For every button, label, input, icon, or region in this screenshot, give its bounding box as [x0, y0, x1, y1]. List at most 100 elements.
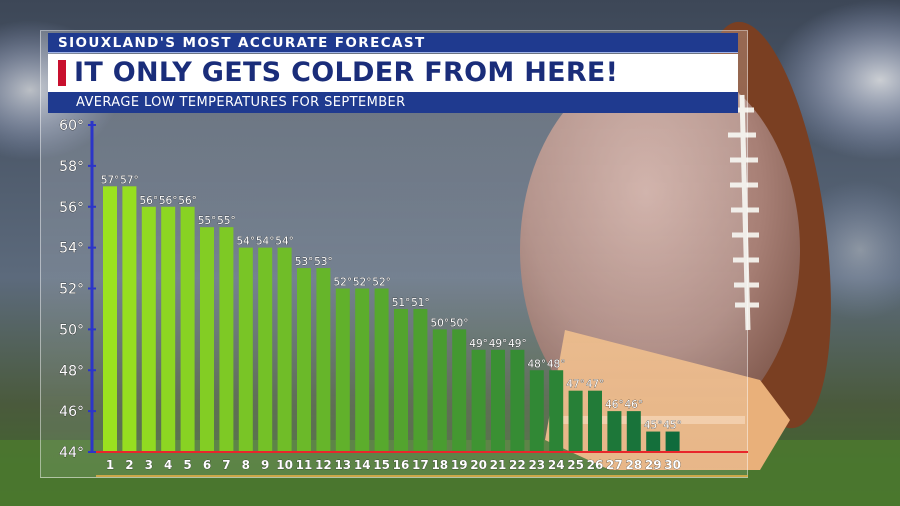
bar	[626, 411, 641, 452]
x-tick-label: 21	[490, 458, 507, 472]
bar	[374, 288, 389, 452]
bar	[141, 206, 156, 452]
bar	[219, 227, 234, 452]
bar	[238, 247, 253, 452]
data-label: 48°	[547, 358, 566, 370]
y-tick-label: 60°	[59, 118, 84, 134]
bar	[432, 329, 447, 452]
bar	[335, 288, 350, 452]
y-tick-label: 48°	[59, 363, 84, 379]
bar	[510, 349, 525, 452]
x-tick-label: 9	[261, 458, 269, 472]
x-tick-label: 15	[373, 458, 390, 472]
x-tick-label: 28	[625, 458, 642, 472]
y-tick-label: 54°	[59, 241, 84, 257]
bar	[665, 431, 680, 452]
data-label: 45°	[663, 420, 682, 432]
x-tick-label: 13	[334, 458, 351, 472]
data-label: 49°	[508, 338, 527, 350]
x-tick-label: 30	[664, 458, 681, 472]
x-tick-label: 3	[145, 458, 153, 472]
x-tick-label: 4	[164, 458, 172, 472]
x-tick-label: 29	[645, 458, 662, 472]
x-tick-label: 12	[315, 458, 332, 472]
football-illustration	[520, 21, 831, 470]
data-label: 56°	[159, 195, 178, 207]
data-label: 47°	[566, 379, 585, 391]
data-label: 52°	[333, 277, 352, 289]
station-kicker: SIOUXLAND'S MOST ACCURATE FORECAST	[48, 33, 738, 53]
x-tick-label: 7	[222, 458, 230, 472]
data-label: 52°	[372, 277, 391, 289]
data-label: 54°	[236, 236, 255, 248]
y-tick-label: 56°	[59, 200, 84, 216]
headline: IT ONLY GETS COLDER FROM HERE!	[48, 54, 738, 92]
data-label: 49°	[489, 338, 508, 350]
bars	[103, 186, 680, 452]
x-tick-label: 2	[125, 458, 133, 472]
bar	[394, 308, 408, 452]
x-tick-label: 8	[242, 458, 250, 472]
y-tick-label: 44°	[59, 445, 84, 461]
data-label: 57°	[101, 174, 120, 186]
data-label: 47°	[586, 379, 605, 391]
bar	[568, 390, 583, 452]
bar	[646, 431, 661, 452]
data-label: 52°	[353, 277, 372, 289]
x-tick-label: 10	[276, 458, 293, 472]
data-label: 56°	[178, 195, 197, 207]
x-axis: 1 2 3 4 5 6 7 8 9 10 11 12 13 14 15 16 17 18 19 20 21 22 23 24 2…	[96, 451, 748, 477]
bar	[549, 370, 564, 452]
y-tick-label: 50°	[59, 322, 84, 338]
data-label: 55°	[217, 215, 236, 227]
bar	[122, 186, 137, 452]
bar	[258, 247, 273, 452]
x-tick-label: 25	[567, 458, 584, 472]
x-tick-label: 5	[183, 458, 191, 472]
x-tick-label: 16	[393, 458, 410, 472]
y-tick-label: 58°	[59, 159, 84, 175]
bar	[277, 247, 292, 452]
data-label: 54°	[256, 236, 275, 248]
data-label: 46°	[605, 399, 624, 411]
x-tick-label: 11	[296, 458, 313, 472]
x-tick-label: 23	[528, 458, 545, 472]
data-label: 45°	[644, 420, 663, 432]
data-label: 53°	[295, 256, 314, 268]
y-tick-label: 46°	[59, 404, 84, 420]
data-label: 53°	[314, 256, 333, 268]
y-tick-label: 52°	[59, 282, 84, 298]
x-tick-label: 14	[354, 458, 371, 472]
data-label: 51°	[392, 297, 411, 309]
x-tick-label: 27	[606, 458, 623, 472]
headline-accent-bar	[58, 60, 66, 86]
data-label: 50°	[450, 317, 469, 329]
bar	[180, 206, 195, 452]
bar	[607, 411, 622, 452]
data-label: 56°	[139, 195, 158, 207]
bar	[529, 370, 544, 452]
data-label: 48°	[527, 358, 546, 370]
x-tick-label: 26	[587, 458, 604, 472]
x-tick-label: 1	[106, 458, 114, 472]
data-label: 54°	[275, 236, 294, 248]
bar	[588, 390, 602, 452]
x-tick-label: 24	[548, 458, 565, 472]
bar	[413, 308, 428, 452]
y-axis: 44° 46° 48° 50° 52° 54° 56° 58° 60°	[59, 118, 96, 461]
data-label: 49°	[469, 338, 488, 350]
bar	[161, 206, 176, 452]
bar	[452, 329, 467, 452]
x-tick-label: 22	[509, 458, 526, 472]
data-label: 57°	[120, 174, 139, 186]
data-label: 46°	[624, 399, 643, 411]
x-tick-label: 20	[470, 458, 487, 472]
bar	[200, 227, 214, 452]
data-label: 51°	[411, 297, 430, 309]
x-tick-label: 17	[412, 458, 429, 472]
data-label: 55°	[198, 215, 217, 227]
chart-subtitle: AVERAGE LOW TEMPERATURES FOR SEPTEMBER	[48, 92, 738, 113]
bar	[471, 349, 486, 452]
bar	[297, 268, 311, 452]
